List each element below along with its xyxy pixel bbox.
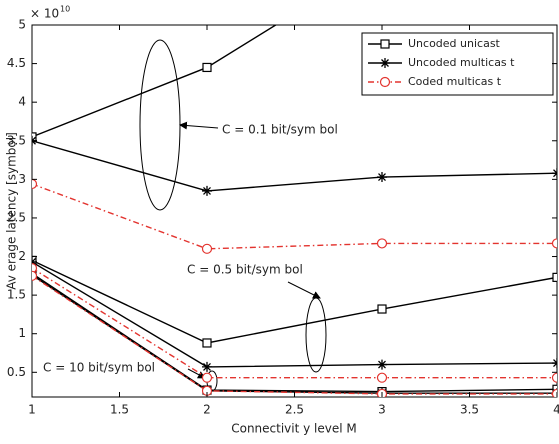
marker xyxy=(203,63,211,71)
x-tick-label: 3.5 xyxy=(460,403,479,417)
marker xyxy=(203,373,212,382)
y-tick-label: 3 xyxy=(18,172,26,186)
series-line xyxy=(32,184,557,249)
legend-label: Uncoded unicast xyxy=(408,37,501,50)
marker xyxy=(552,358,559,368)
y-tick-label: 1.5 xyxy=(7,288,26,302)
x-tick-label: 2 xyxy=(203,403,211,417)
marker xyxy=(381,40,389,48)
x-axis-label: Connectivit y level M xyxy=(231,422,357,436)
y-tick-label: 4.5 xyxy=(7,56,26,70)
marker xyxy=(378,373,387,382)
y-tick-label: 5 xyxy=(18,18,26,32)
y-tick-label: 1 xyxy=(18,326,26,340)
legend-label: Uncoded multicas t xyxy=(408,56,515,69)
marker xyxy=(378,305,386,313)
marker xyxy=(553,373,559,382)
y-tick-label: 4 xyxy=(18,95,26,109)
x-tick-label: 1.5 xyxy=(110,403,129,417)
series-line xyxy=(32,275,557,393)
marker xyxy=(28,271,37,280)
y-scale-exponent: 10 xyxy=(60,5,70,14)
marker xyxy=(378,239,387,248)
marker xyxy=(28,179,37,188)
marker xyxy=(380,58,390,68)
annotation-ellipse xyxy=(140,40,180,210)
legend-label: Coded multicas t xyxy=(408,75,502,88)
y-tick-label: 3.5 xyxy=(7,133,26,147)
marker xyxy=(202,186,212,196)
annotation-ellipse xyxy=(306,298,326,372)
annotation: C = 0.5 bit/sym bol xyxy=(187,263,303,277)
y-tick-label: 0.5 xyxy=(7,365,26,379)
series-line xyxy=(32,141,557,191)
marker xyxy=(553,273,559,281)
annotation: C = 0.1 bit/sym bol xyxy=(222,123,338,137)
marker xyxy=(377,172,387,182)
marker xyxy=(552,168,559,178)
marker xyxy=(203,244,212,253)
marker xyxy=(381,78,390,87)
annotation-arrow xyxy=(180,125,218,128)
marker xyxy=(553,239,559,248)
x-tick-label: 2.5 xyxy=(285,403,304,417)
y-tick-label: 2.5 xyxy=(7,210,26,224)
annotation-arrow xyxy=(288,282,320,298)
x-tick-label: 4 xyxy=(553,403,559,417)
x-tick-label: 1 xyxy=(28,403,36,417)
series-line xyxy=(32,262,557,367)
marker xyxy=(202,362,212,372)
y-scale-base: × 10 xyxy=(30,7,59,21)
series-line xyxy=(32,276,557,394)
marker xyxy=(377,360,387,370)
annotation: C = 10 bit/sym bol xyxy=(43,361,155,375)
marker xyxy=(203,339,211,347)
y-tick-label: 2 xyxy=(18,249,26,263)
x-tick-label: 3 xyxy=(378,403,386,417)
